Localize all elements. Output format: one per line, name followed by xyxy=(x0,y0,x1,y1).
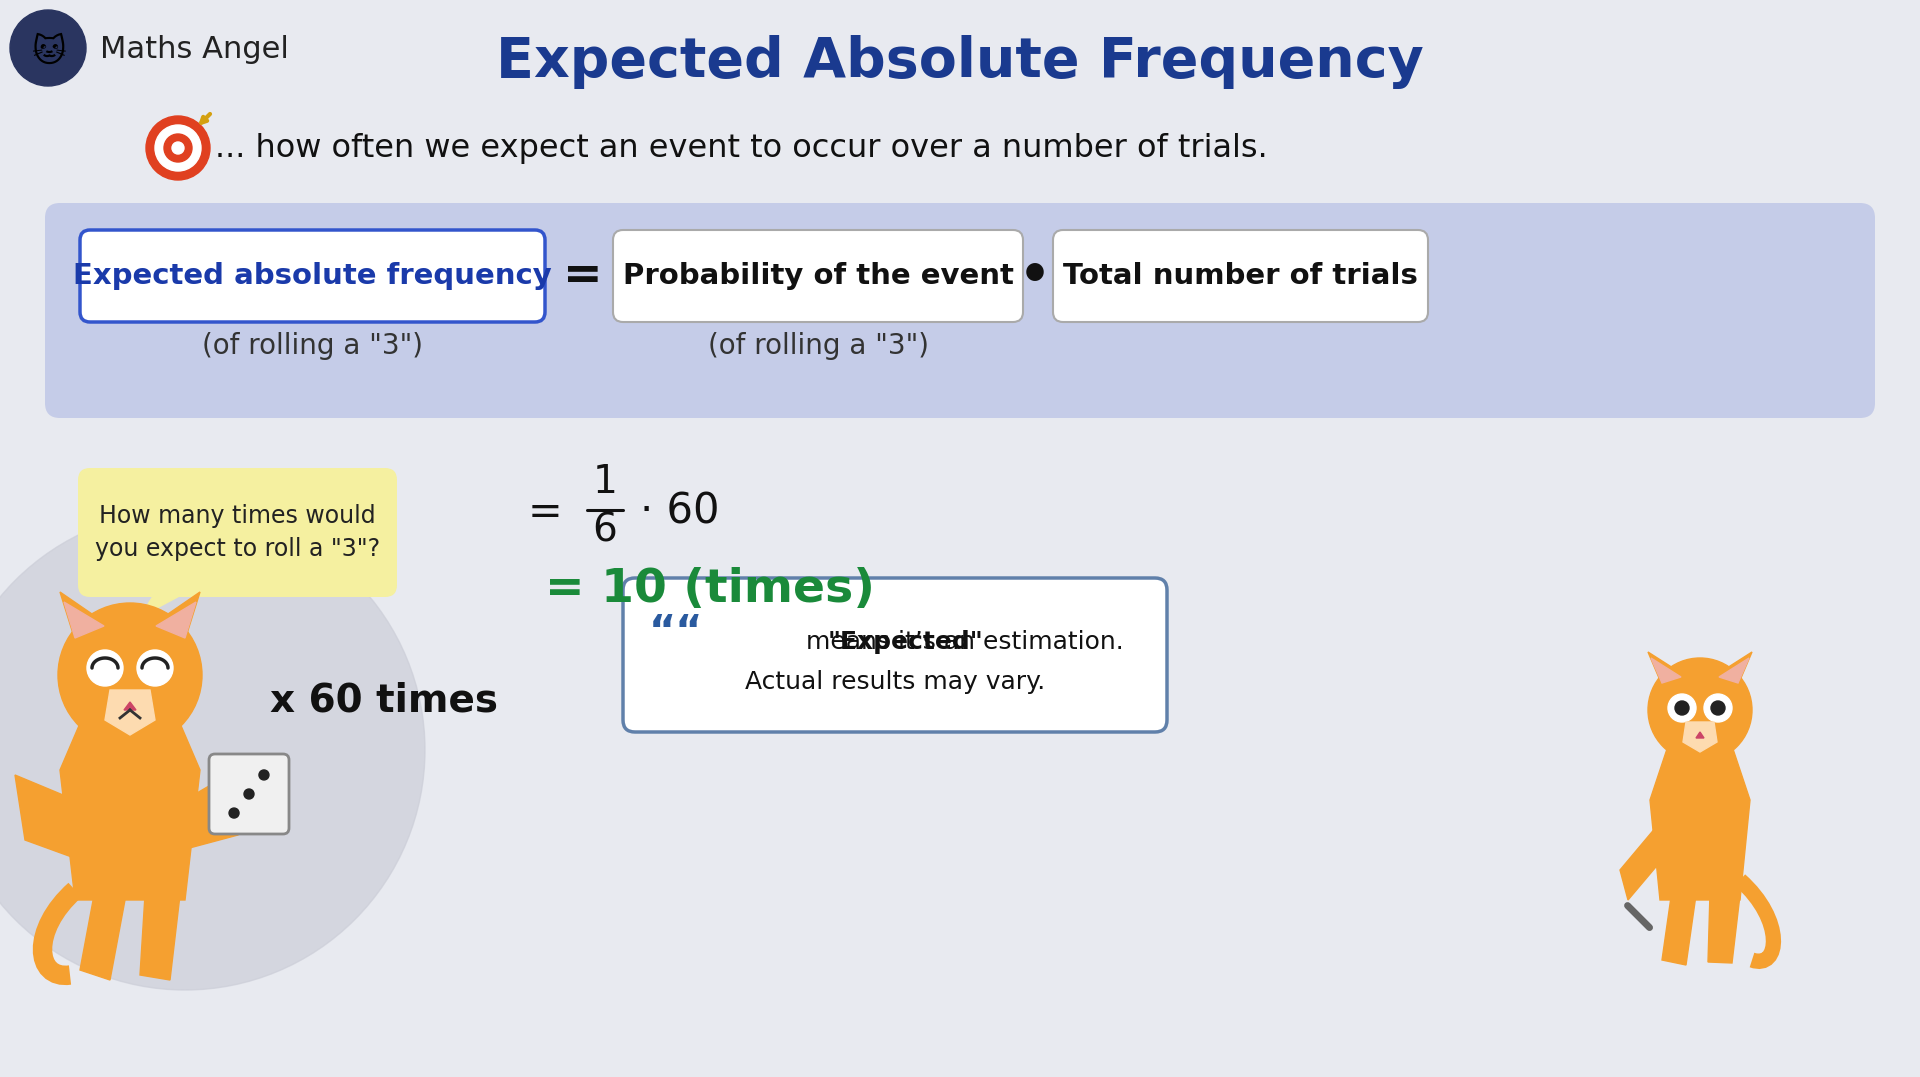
Circle shape xyxy=(228,808,238,819)
Polygon shape xyxy=(1716,652,1751,685)
Text: ““: ““ xyxy=(649,612,703,654)
Text: 🐱: 🐱 xyxy=(31,36,65,69)
FancyBboxPatch shape xyxy=(612,230,1023,322)
Circle shape xyxy=(136,651,173,686)
Polygon shape xyxy=(60,592,108,640)
Text: Probability of the event: Probability of the event xyxy=(622,262,1014,290)
Circle shape xyxy=(1674,701,1690,715)
Text: "Expected": "Expected" xyxy=(828,630,983,654)
Circle shape xyxy=(173,142,184,154)
Text: 1: 1 xyxy=(593,463,618,501)
Text: = 10 (times): = 10 (times) xyxy=(545,568,876,613)
Circle shape xyxy=(1711,701,1724,715)
Polygon shape xyxy=(152,592,200,640)
Text: means it’s an estimation.: means it’s an estimation. xyxy=(685,630,1123,654)
Polygon shape xyxy=(60,700,200,900)
Circle shape xyxy=(10,10,86,86)
Polygon shape xyxy=(140,895,180,980)
Text: How many times would
you expect to roll a "3"?: How many times would you expect to roll … xyxy=(94,504,380,561)
Text: Expected absolute frequency: Expected absolute frequency xyxy=(73,262,551,290)
Text: 6: 6 xyxy=(593,510,618,549)
FancyBboxPatch shape xyxy=(1052,230,1428,322)
Polygon shape xyxy=(1620,820,1667,900)
FancyBboxPatch shape xyxy=(79,468,397,597)
Circle shape xyxy=(1647,658,1751,763)
Circle shape xyxy=(146,116,209,180)
Polygon shape xyxy=(1649,740,1749,900)
Polygon shape xyxy=(1695,732,1705,738)
Circle shape xyxy=(1705,694,1732,722)
Text: Maths Angel: Maths Angel xyxy=(100,36,288,65)
FancyBboxPatch shape xyxy=(209,754,290,834)
Circle shape xyxy=(163,134,192,162)
Text: Expected Absolute Frequency: Expected Absolute Frequency xyxy=(495,34,1425,89)
Text: •: • xyxy=(1020,252,1050,300)
Text: ... how often we expect an event to occur over a number of trials.: ... how often we expect an event to occu… xyxy=(215,132,1267,164)
Polygon shape xyxy=(140,585,200,617)
Polygon shape xyxy=(1709,893,1740,963)
Text: Total number of trials: Total number of trials xyxy=(1064,262,1419,290)
Polygon shape xyxy=(106,690,156,735)
Circle shape xyxy=(0,510,424,990)
Polygon shape xyxy=(1647,652,1684,685)
Polygon shape xyxy=(81,890,125,980)
Polygon shape xyxy=(125,702,136,710)
Polygon shape xyxy=(182,765,246,850)
Text: x 60 times: x 60 times xyxy=(271,681,497,719)
Text: (of rolling a "3"): (of rolling a "3") xyxy=(202,332,422,360)
Polygon shape xyxy=(1684,722,1716,752)
Circle shape xyxy=(1668,694,1695,722)
Circle shape xyxy=(244,789,253,799)
Polygon shape xyxy=(15,775,81,861)
Circle shape xyxy=(259,770,269,780)
Circle shape xyxy=(58,603,202,747)
Polygon shape xyxy=(63,602,104,638)
Polygon shape xyxy=(1663,890,1695,965)
Text: Actual results may vary.: Actual results may vary. xyxy=(745,670,1044,694)
Polygon shape xyxy=(1651,658,1682,683)
FancyBboxPatch shape xyxy=(44,202,1876,418)
Text: (of rolling a "3"): (of rolling a "3") xyxy=(707,332,929,360)
Polygon shape xyxy=(1718,658,1749,683)
FancyBboxPatch shape xyxy=(622,578,1167,732)
Text: · 60: · 60 xyxy=(639,491,720,533)
Text: =: = xyxy=(528,491,563,533)
Circle shape xyxy=(86,651,123,686)
Circle shape xyxy=(156,125,202,171)
Polygon shape xyxy=(156,602,196,638)
FancyBboxPatch shape xyxy=(81,230,545,322)
Text: =: = xyxy=(563,253,603,298)
